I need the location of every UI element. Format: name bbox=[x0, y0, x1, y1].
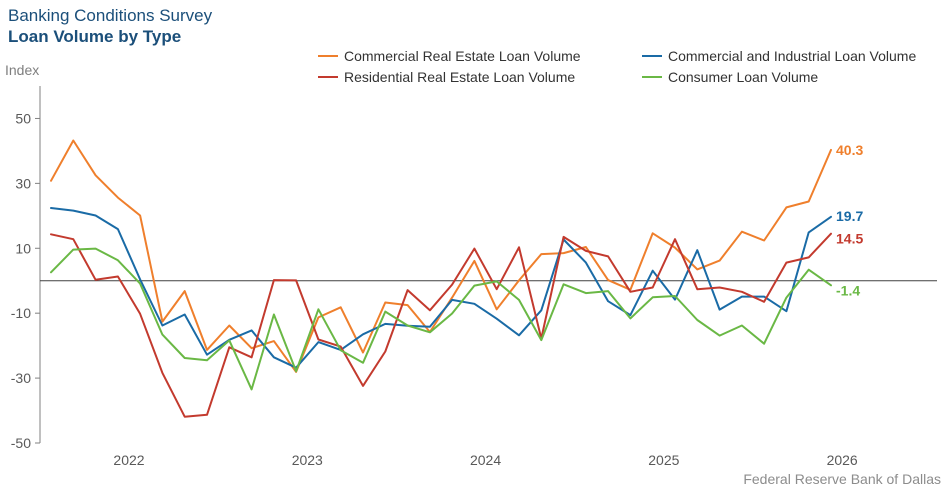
x-tick-label: 2026 bbox=[827, 452, 858, 468]
legend-item: Consumer Loan Volume bbox=[642, 69, 818, 85]
series-line-4 bbox=[50, 247, 832, 391]
end-value-label: 40.3 bbox=[836, 142, 863, 158]
legend-swatch bbox=[642, 55, 662, 57]
x-tick-label: 2024 bbox=[470, 452, 501, 468]
legend-swatch bbox=[318, 76, 338, 78]
series-line-1 bbox=[50, 139, 832, 373]
header: Banking Conditions Survey Loan Volume by… bbox=[8, 6, 212, 48]
legend-swatch bbox=[318, 55, 338, 57]
survey-title: Banking Conditions Survey bbox=[8, 6, 213, 25]
y-tick-label: 30 bbox=[15, 175, 31, 191]
legend-label: Commercial Real Estate Loan Volume bbox=[344, 48, 581, 64]
legend-item: Commercial Real Estate Loan Volume bbox=[318, 48, 581, 64]
legend-item: Residential Real Estate Loan Volume bbox=[318, 69, 575, 85]
end-value-label: -1.4 bbox=[836, 282, 860, 298]
legend-label: Commercial and Industrial Loan Volume bbox=[668, 48, 917, 64]
y-axis-label: Index bbox=[5, 62, 40, 78]
x-tick-label: 2022 bbox=[113, 452, 144, 468]
legend-label: Residential Real Estate Loan Volume bbox=[344, 69, 576, 85]
y-tick-label: -10 bbox=[11, 305, 31, 321]
y-tick-label: -30 bbox=[11, 370, 31, 386]
end-value-label: 19.7 bbox=[836, 208, 863, 224]
chart-title: Loan Volume by Type bbox=[8, 27, 182, 46]
source-note: Federal Reserve Bank of Dallas bbox=[743, 471, 941, 487]
end-value-label: 14.5 bbox=[836, 231, 863, 247]
legend-label: Consumer Loan Volume bbox=[668, 69, 819, 85]
y-tick-label: 10 bbox=[15, 240, 31, 256]
y-tick-label: 50 bbox=[15, 110, 31, 126]
y-tick-label: -50 bbox=[11, 435, 31, 451]
series-line-3 bbox=[50, 232, 832, 418]
legend-item: Commercial and Industrial Loan Volume bbox=[642, 48, 916, 64]
legend-swatch bbox=[642, 76, 662, 78]
x-tick-label: 2025 bbox=[648, 452, 679, 468]
x-tick-label: 2023 bbox=[292, 452, 323, 468]
series-line-2 bbox=[50, 207, 832, 369]
